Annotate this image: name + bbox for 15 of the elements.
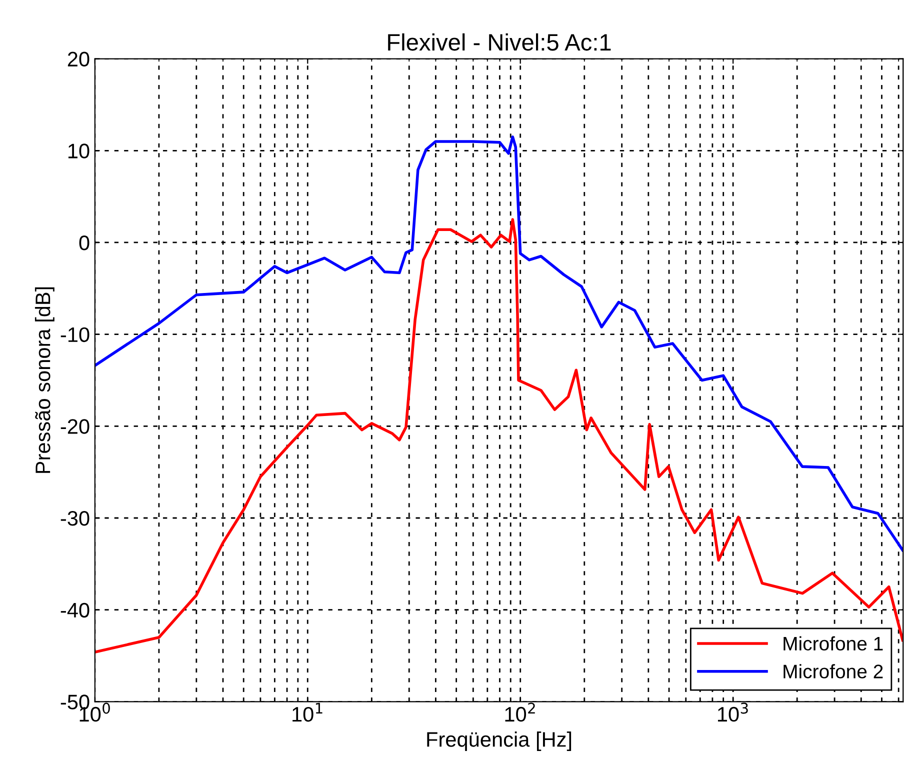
x-tick-label: 10$^{1}$ (292, 702, 322, 722)
legend-label: Microfone 1 (784, 636, 883, 651)
y-axis-title: Pressão sonora [dB] (34, 287, 54, 473)
y-tick-label: -40 (60, 602, 90, 618)
chart-title: Flexivel - Nivel:5 Ac:1 (388, 33, 611, 51)
y-tick-label: 0 (79, 235, 90, 250)
x-axis-title: Freqüencia [Hz] (427, 732, 572, 751)
y-tick-label: -30 (60, 511, 90, 526)
x-tick-label: 10$^{2}$ (505, 702, 535, 722)
x-tick-label: 10$^{3}$ (718, 702, 748, 722)
y-tick-label: 20 (68, 52, 90, 67)
legend-label: Microfone 2 (784, 664, 883, 678)
y-tick-label: 10 (68, 144, 90, 158)
y-tick-label: -20 (60, 419, 90, 434)
y-tick-label: -10 (60, 327, 90, 342)
